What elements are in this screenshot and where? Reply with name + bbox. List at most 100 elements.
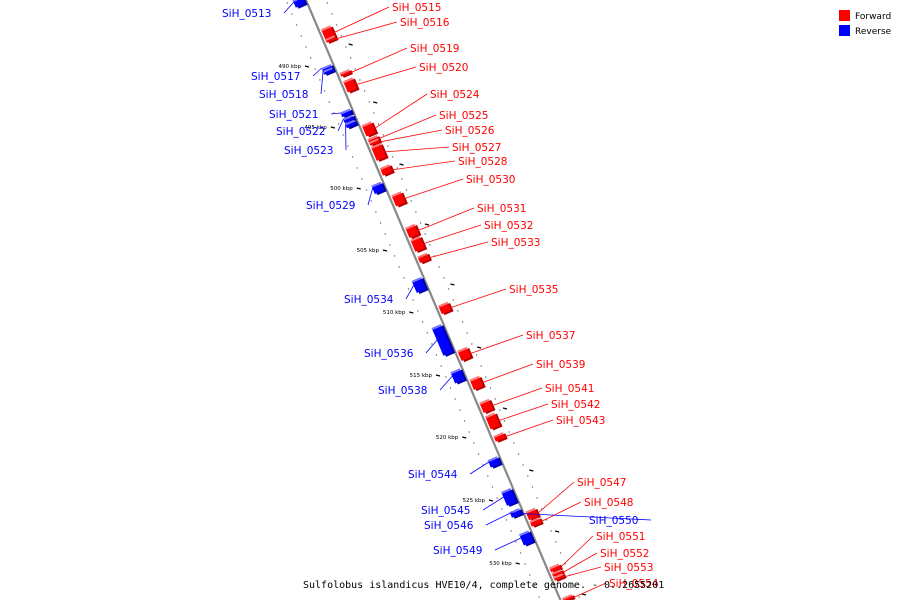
gene-label[interactable]: SiH_0535: [509, 284, 558, 296]
guide-dot: [323, 90, 326, 92]
gene-label[interactable]: SiH_0546: [424, 520, 474, 532]
gene-leader-line: [563, 566, 602, 578]
guide-dot: [379, 222, 382, 224]
gene-label[interactable]: SiH_0554: [609, 578, 659, 590]
gene-label[interactable]: SiH_0527: [452, 142, 501, 154]
gene-block-highlight: [501, 488, 512, 494]
gene-block-highlight: [553, 573, 564, 579]
gene-block-highlight: [321, 64, 332, 70]
gene-label[interactable]: SiH_0513: [222, 8, 271, 20]
gene-label[interactable]: SiH_0525: [439, 110, 488, 122]
gene-label[interactable]: SiH_0516: [400, 17, 450, 29]
legend-forward-swatch: [839, 10, 850, 21]
guide-dot: [538, 596, 540, 598]
guide-dot: [452, 299, 454, 301]
gene-label[interactable]: SiH_0542: [551, 399, 600, 411]
gene-label[interactable]: SiH_0548: [584, 497, 633, 509]
gene-label[interactable]: SiH_0536: [364, 348, 414, 360]
gene-label[interactable]: SiH_0517: [251, 71, 300, 83]
guide-dot: [373, 112, 375, 114]
gene-block-highlight: [339, 69, 350, 75]
guide-dot: [473, 442, 475, 444]
gene-block-highlight: [562, 594, 573, 600]
guide-dot: [340, 35, 342, 37]
gene-label[interactable]: SiH_0552: [600, 548, 649, 560]
gene-leader-line: [504, 419, 554, 438]
guide-dot: [527, 475, 529, 477]
gene-label[interactable]: SiH_0529: [306, 200, 355, 212]
guide-dot: [531, 486, 534, 488]
gene-label[interactable]: SiH_0524: [430, 89, 480, 101]
gene-label[interactable]: SiH_0549: [433, 545, 482, 557]
guide-dot: [457, 310, 459, 312]
scale-tick: [382, 249, 388, 252]
gene-leader-line: [367, 187, 374, 206]
guide-dot: [370, 200, 372, 202]
gene-label[interactable]: SiH_0553: [604, 562, 653, 574]
gene-label[interactable]: SiH_0520: [419, 62, 468, 74]
guide-dot: [286, 2, 288, 4]
gene-label[interactable]: SiH_0515: [392, 2, 441, 14]
gene-block[interactable]: [431, 324, 453, 356]
gene-label[interactable]: SiH_0547: [577, 477, 626, 489]
guide-dot: [326, 2, 328, 4]
guide-dot: [533, 585, 536, 587]
gene-label[interactable]: SiH_0533: [491, 237, 540, 249]
gene-label[interactable]: SiH_0551: [596, 531, 645, 543]
guide-dot: [496, 497, 498, 499]
gene-label[interactable]: SiH_0532: [484, 220, 533, 232]
scale-tick: [304, 65, 310, 68]
gene-block[interactable]: [417, 252, 430, 264]
gene-leader-line: [491, 387, 543, 407]
gene-label[interactable]: SiH_0543: [556, 415, 605, 427]
guide-dot: [368, 101, 370, 103]
gene-label[interactable]: SiH_0537: [526, 330, 575, 342]
gene-label[interactable]: SiH_0521: [269, 109, 318, 121]
gene-label[interactable]: SiH_0534: [344, 294, 394, 306]
gene-label[interactable]: SiH_0518: [259, 89, 308, 101]
gene-label[interactable]: SiH_0545: [421, 505, 470, 517]
gene-leader-line: [422, 224, 482, 245]
guide-dot: [461, 321, 464, 323]
gene-block-highlight: [340, 108, 351, 115]
gene-label[interactable]: SiH_0538: [378, 385, 427, 397]
scale-label: 495 kbp: [304, 125, 327, 131]
gene-label[interactable]: SiH_0519: [410, 43, 459, 55]
gene-leader-line: [337, 118, 344, 132]
gene-label[interactable]: SiH_0526: [445, 125, 495, 137]
guide-dot: [342, 134, 344, 136]
gene-leader-line: [330, 112, 341, 115]
guide-dot: [505, 519, 508, 521]
gene-block-highlight: [321, 25, 332, 32]
scale-label: 525 kbp: [463, 498, 486, 504]
guide-dot: [361, 178, 363, 180]
gene-label[interactable]: SiH_0531: [477, 203, 526, 215]
gene-leader-line: [349, 47, 408, 74]
gene-label[interactable]: SiH_0541: [545, 383, 594, 395]
gene-leader-line: [312, 67, 323, 77]
guide-dot: [300, 35, 302, 37]
gene-label[interactable]: SiH_0530: [466, 174, 515, 186]
gene-leader-line: [383, 146, 450, 153]
gene-leader-line: [373, 93, 428, 130]
gene-block[interactable]: [292, 0, 306, 8]
gene-leader-line: [335, 21, 398, 40]
gene-leader-line: [469, 461, 490, 475]
guide-dot: [438, 266, 440, 268]
guide-dot: [375, 211, 377, 213]
gene-block-highlight: [431, 324, 442, 330]
guide-dot: [524, 563, 526, 565]
scale-tick: [476, 346, 482, 349]
gene-label[interactable]: SiH_0550: [589, 515, 638, 527]
gene-label[interactable]: SiH_0544: [408, 469, 458, 481]
guide-dot: [501, 508, 503, 510]
gene-leader-line: [485, 512, 511, 526]
guide-dot: [403, 277, 405, 279]
gene-label[interactable]: SiH_0528: [458, 156, 507, 168]
gene-block-highlight: [410, 236, 421, 242]
gene-label[interactable]: SiH_0522: [276, 126, 325, 138]
guide-dot: [363, 90, 366, 92]
gene-label[interactable]: SiH_0523: [284, 145, 333, 157]
guide-dot: [421, 321, 424, 323]
gene-label[interactable]: SiH_0539: [536, 359, 585, 371]
